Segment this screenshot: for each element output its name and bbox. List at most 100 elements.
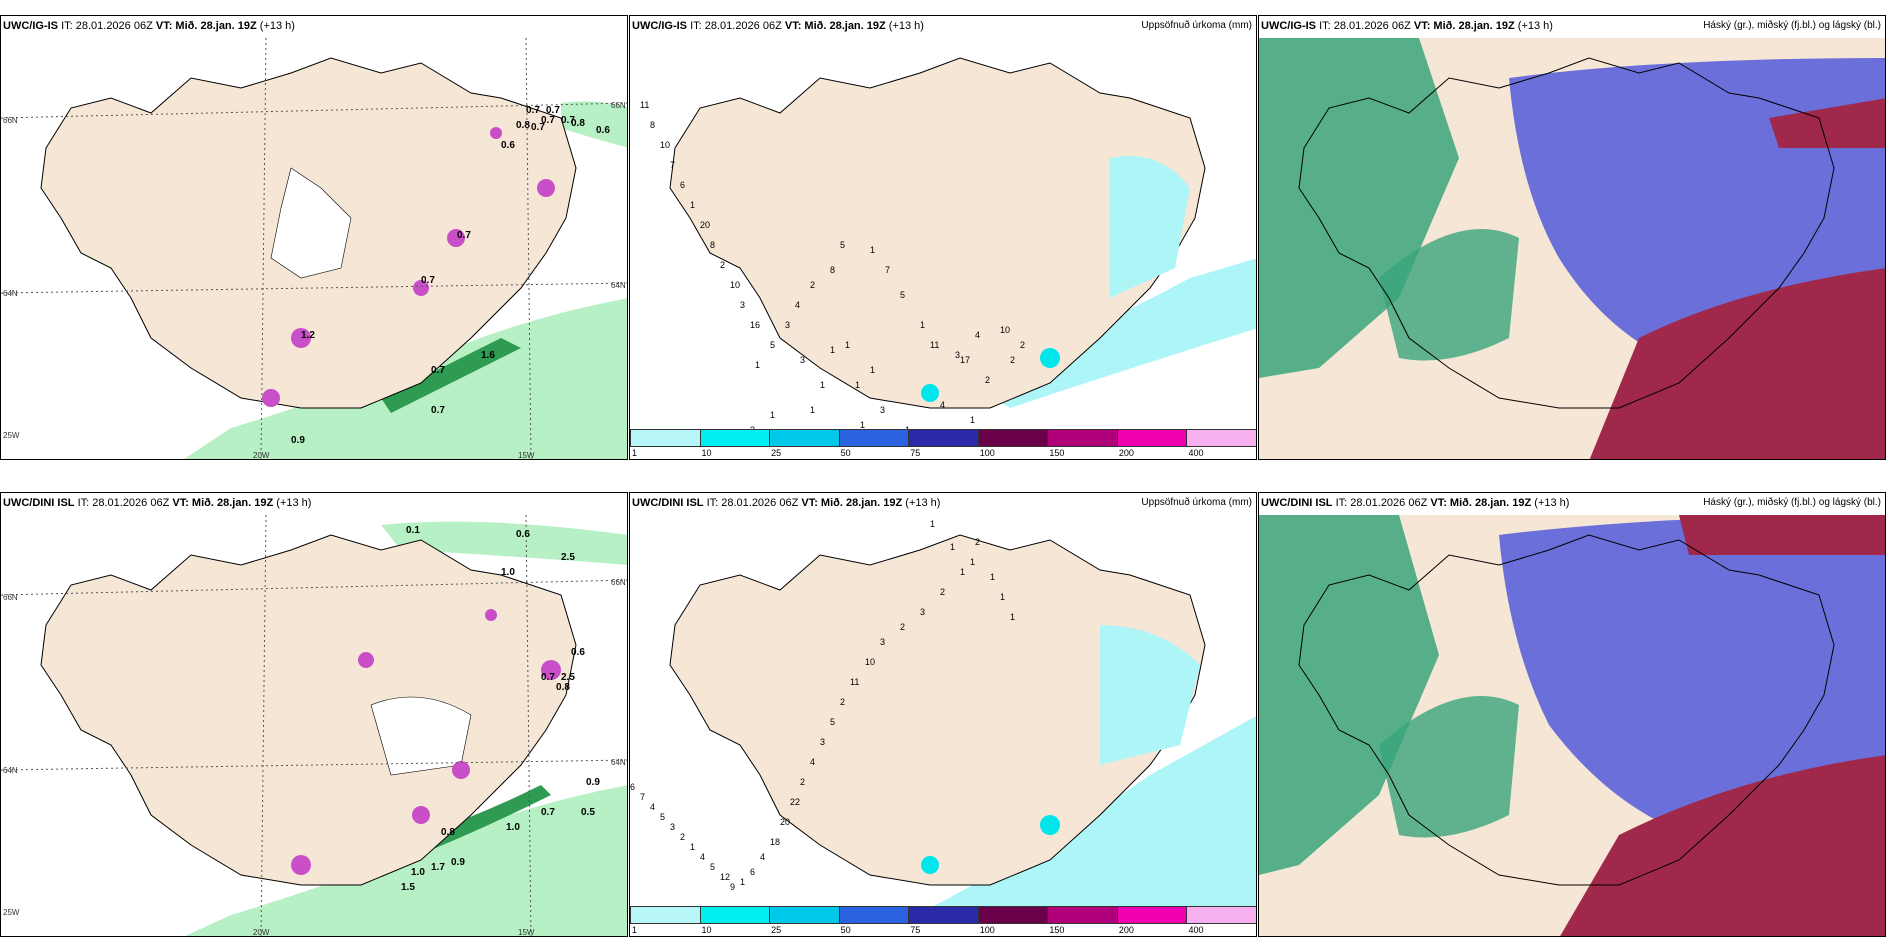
cloud-map (1259, 515, 1885, 936)
value-label: 3 (800, 355, 805, 365)
value-label: 3 (920, 607, 925, 617)
colorbar-tick: 200 (1118, 925, 1134, 935)
panel-ig-cloud: UWC/IG-IS IT: 28.01.2026 06Z VT: Mið. 28… (1258, 15, 1886, 460)
mid-cloud-area-south (1379, 229, 1519, 361)
value-label: 1 (860, 420, 865, 430)
precip-light-area-n (381, 521, 627, 565)
value-label: 1 (770, 410, 775, 420)
colorbar-tick: 150 (1049, 448, 1065, 458)
lat-label: 66N (3, 116, 18, 125)
value-label: 1 (740, 877, 745, 887)
snow-blob (490, 127, 502, 139)
value-label: 3 (880, 637, 885, 647)
panel-dini-cloud: UWC/DINI ISL IT: 28.01.2026 06Z VT: Mið.… (1258, 492, 1886, 937)
snow-blob (291, 855, 311, 875)
value-label: 0.7 (546, 105, 560, 116)
accum-light-area (930, 716, 1256, 908)
iceland-coastline (1298, 57, 1835, 409)
colorbar: 1 10 25 50 75 100 150 200 400 (630, 429, 1256, 459)
value-label: 0.7 (526, 105, 540, 116)
value-label: 16 (750, 320, 760, 330)
iceland-coastline (1298, 534, 1835, 886)
panel-title: UWC/DINI ISL IT: 28.01.2026 06Z VT: Mið.… (1261, 497, 1570, 509)
lat-label: 64N (3, 289, 18, 298)
value-label: 2 (985, 375, 990, 385)
colorbar-segment (838, 429, 910, 447)
precip-light-area-ne (561, 101, 627, 148)
accum-light-area-east (1100, 625, 1200, 765)
panel-subtitle: Uppsöfnuð úrkoma (mm) (1141, 497, 1252, 508)
accum-map: 1111112123231011253422220184619125412354… (630, 515, 1256, 908)
lat-label: 66N (611, 578, 626, 587)
value-label: 1 (870, 365, 875, 375)
value-label: 1.0 (411, 867, 425, 878)
colorbar-tick: 10 (701, 925, 712, 935)
value-label: 0.7 (457, 230, 471, 241)
colorbar-segment (630, 429, 701, 447)
lat-label: 66N (3, 593, 18, 602)
precip-heavy-area (421, 785, 551, 850)
value-label: 1 (755, 360, 760, 370)
colorbar-segment (977, 906, 1049, 924)
value-label: 4 (975, 330, 980, 340)
value-label: 0.7 (541, 115, 555, 126)
colorbar-segment (1116, 906, 1188, 924)
value-labels: 0.1 0.62.51.00.60.7 2.50.80.90.7 0.51.00.80… (401, 525, 600, 893)
value-label: 9 (730, 882, 735, 892)
value-label: 5 (830, 717, 835, 727)
value-label: 1 (1010, 612, 1015, 622)
colorbar-tick: 400 (1188, 448, 1204, 458)
value-label: 2.5 (561, 552, 575, 563)
colorbar-segment (1186, 906, 1256, 924)
value-label: 1.2 (301, 330, 315, 341)
value-label: 3 (670, 822, 675, 832)
value-label: 0.6 (501, 140, 515, 151)
iceland-landmass (669, 57, 1206, 409)
colorbar-tick: 50 (840, 925, 851, 935)
snow-blob (452, 761, 470, 779)
panel-title: UWC/DINI ISL IT: 28.01.2026 06Z VT: Mið.… (3, 497, 312, 509)
value-label: 1 (830, 345, 835, 355)
value-label: 3 (880, 405, 885, 415)
panel-title: UWC/IG-IS IT: 28.01.2026 06Z VT: Mið. 28… (3, 20, 295, 32)
value-label: 2.5 (561, 672, 575, 683)
low-cloud-area (1560, 755, 1885, 936)
value-label: 10 (660, 140, 670, 150)
value-label: 1.7 (431, 862, 445, 873)
value-label: 12 (720, 872, 730, 882)
colorbar-tick: 200 (1118, 448, 1134, 458)
value-label: 1.5 (401, 882, 415, 893)
value-label: 0.6 (571, 647, 585, 658)
value-label: 5 (770, 340, 775, 350)
value-label: 11 (930, 340, 939, 350)
value-label: 22 (790, 797, 800, 807)
lat-label: 25W (3, 908, 20, 917)
panel-title: UWC/IG-IS IT: 28.01.2026 06Z VT: Mið. 28… (1261, 20, 1553, 32)
value-label: 0.8 (441, 827, 455, 838)
colorbar-segment (908, 906, 979, 924)
value-label: 1 (930, 519, 935, 529)
panel-subtitle: Háský (gr.), miðský (fj.bl.) og lágský (… (1703, 20, 1881, 31)
iceland-landmass (669, 534, 1206, 886)
value-label: 5 (710, 862, 715, 872)
value-label: 2 (900, 622, 905, 632)
colorbar-tick: 25 (771, 448, 782, 458)
value-label: 7 (670, 160, 675, 170)
value-label: 7 (885, 265, 890, 275)
mid-cloud-area-south (1379, 696, 1519, 838)
value-label: 4 (650, 802, 655, 812)
value-label: 0.9 (291, 435, 305, 446)
high-cloud-area (1499, 515, 1885, 835)
value-label: 0.7 (561, 115, 575, 126)
accum-mid-blob (921, 384, 939, 402)
value-label: 8 (710, 240, 715, 250)
value-label: 10 (730, 280, 740, 290)
panel-subtitle: Uppsöfnuð úrkoma (mm) (1141, 20, 1252, 31)
value-label: 1 (960, 567, 965, 577)
value-labels: 0.7 0.70.7 0.70.80.60.7 0.61.20.70.70.70.90… (291, 105, 610, 446)
value-label: 2 (1020, 340, 1025, 350)
colorbar-tick: 75 (910, 925, 921, 935)
panel-subtitle: Háský (gr.), miðský (fj.bl.) og lágský (… (1703, 497, 1881, 508)
value-label: 1.0 (501, 567, 515, 578)
low-cloud-area-ne (1769, 98, 1885, 148)
